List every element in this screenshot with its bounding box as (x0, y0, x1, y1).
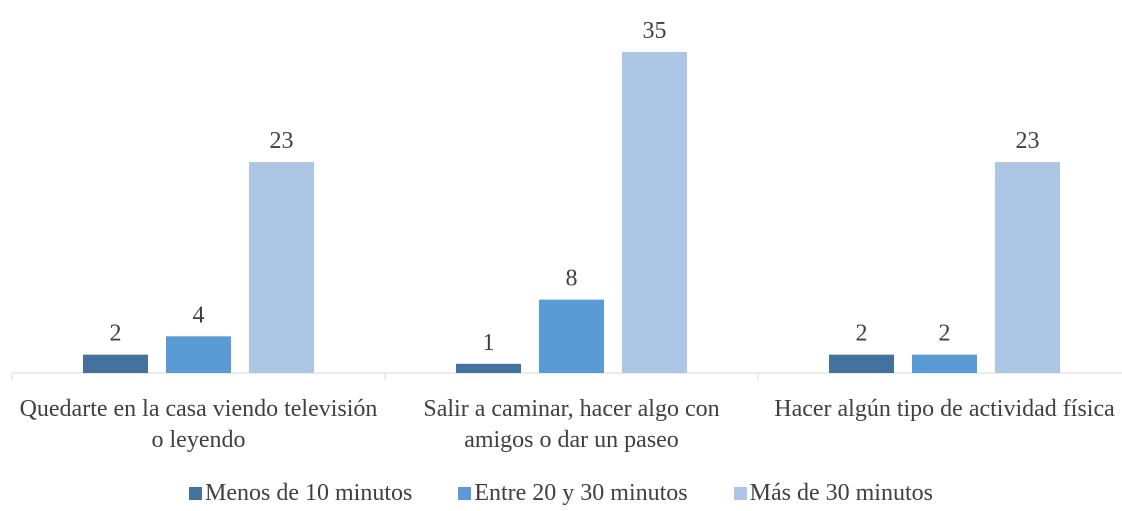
legend-swatch (458, 487, 472, 500)
bar (539, 299, 604, 373)
legend-swatch (189, 487, 202, 500)
legend-swatch (733, 487, 747, 500)
data-label: 2 (856, 321, 868, 347)
legend: Menos de 10 minutos Entre 20 y 30 minutos… (0, 480, 1122, 507)
bar (912, 354, 977, 373)
bar (456, 363, 521, 373)
bar (166, 336, 231, 373)
legend-item: Menos de 10 minutos (189, 480, 412, 507)
x-tick-label: Salir a caminar, hacer algo con amigos o… (423, 396, 720, 453)
legend-item: Entre 20 y 30 minutos (458, 480, 688, 507)
bar (83, 354, 148, 373)
data-label: 23 (270, 128, 294, 154)
x-tick-label: Quedarte en la casa viendo televisión o … (19, 396, 378, 453)
data-label: 1 (483, 330, 495, 356)
data-label: 35 (643, 18, 667, 44)
bar (622, 52, 687, 373)
data-label: 4 (193, 302, 205, 328)
data-label: 8 (566, 266, 578, 292)
legend-item: Más de 30 minutos (733, 480, 933, 507)
bar (829, 354, 894, 373)
data-label: 23 (1016, 128, 1040, 154)
legend-label: Menos de 10 minutos (205, 480, 413, 506)
data-label: 2 (939, 321, 951, 347)
data-label: 2 (110, 321, 122, 347)
bar (995, 162, 1060, 373)
x-tick-label: Hacer algún tipo de actividad física (774, 396, 1115, 422)
legend-label: Más de 30 minutos (749, 480, 933, 506)
bar (249, 162, 314, 373)
legend-label: Entre 20 y 30 minutos (474, 480, 688, 506)
